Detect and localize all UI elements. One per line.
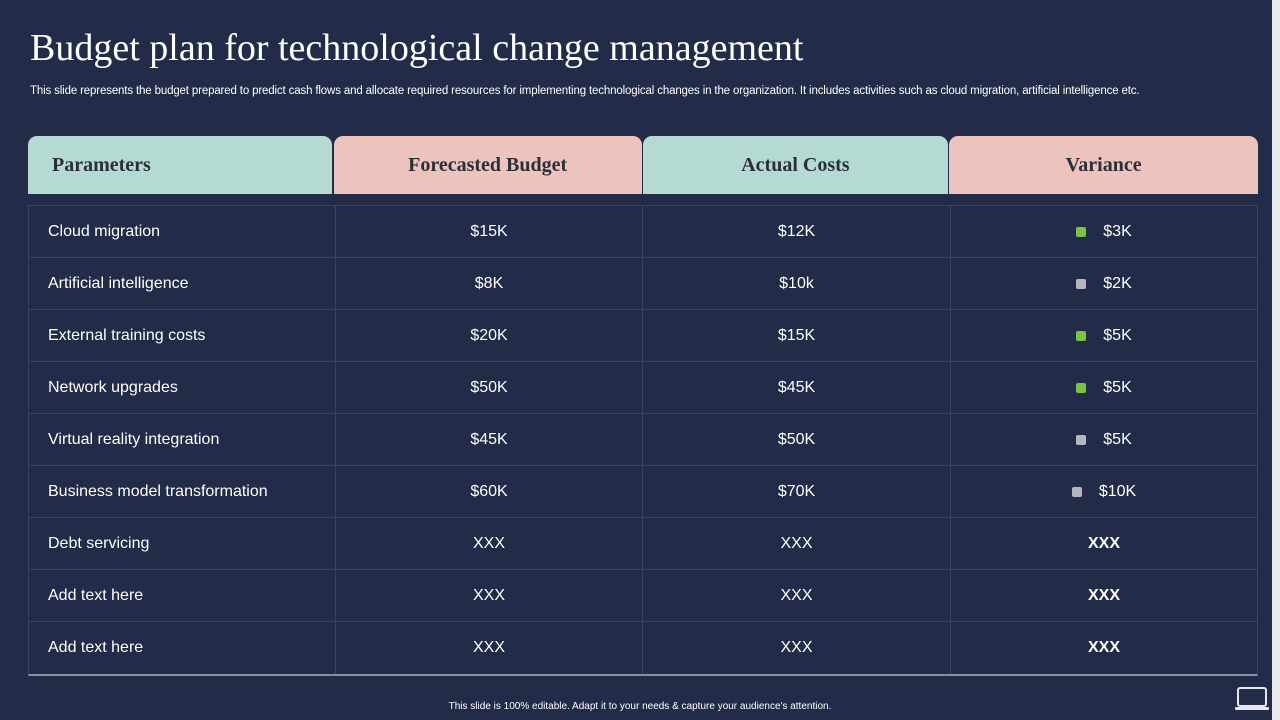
table-row: Debt servicing XXX XXX XXX xyxy=(29,518,1257,570)
parameter-cell: Debt servicing xyxy=(29,518,336,569)
table-row: Virtual reality integration $45K $50K $5K xyxy=(29,414,1257,466)
status-marker-icon xyxy=(1076,330,1087,341)
variance-cell: $10K xyxy=(951,466,1257,517)
forecast-cell: XXX xyxy=(336,622,643,674)
variance-cell: XXX xyxy=(951,622,1257,674)
variance-value: XXX xyxy=(1087,586,1120,604)
variance-value: XXX xyxy=(1087,534,1120,552)
forecast-cell: XXX xyxy=(336,518,643,569)
actual-cell: $10k xyxy=(643,258,951,309)
status-marker-icon xyxy=(1076,382,1087,393)
forecast-cell: $50K xyxy=(336,362,643,413)
budget-table: Parameters Forecasted Budget Actual Cost… xyxy=(28,136,1259,676)
status-marker-icon xyxy=(1076,434,1087,445)
status-marker-icon xyxy=(1076,278,1087,289)
variance-wrap: $5K xyxy=(1076,430,1132,449)
parameter-cell: Cloud migration xyxy=(29,206,336,257)
variance-wrap: $10K xyxy=(1071,482,1137,501)
table-body: Cloud migration $15K $12K $3K Artificial int… xyxy=(28,205,1258,676)
variance-wrap: XXX xyxy=(1088,535,1120,553)
forecast-cell: XXX xyxy=(336,570,643,621)
slide-subtitle: This slide represents the budget prepare… xyxy=(30,85,1140,97)
forecast-cell: $60K xyxy=(336,466,643,517)
variance-wrap: $2K xyxy=(1076,274,1132,293)
forecast-cell: $20K xyxy=(336,310,643,361)
status-marker-icon xyxy=(1071,486,1082,497)
variance-wrap: $5K xyxy=(1076,326,1132,345)
parameter-cell: Network upgrades xyxy=(29,362,336,413)
variance-wrap: $5K xyxy=(1076,378,1132,397)
header-forecasted-budget: Forecasted Budget xyxy=(333,136,642,194)
forecast-cell: $8K xyxy=(336,258,643,309)
slide-title: Budget plan for technological change man… xyxy=(30,27,804,69)
variance-value: $5K xyxy=(1103,378,1132,396)
actual-cell: XXX xyxy=(643,518,951,569)
parameter-cell: External training costs xyxy=(29,310,336,361)
forecast-cell: $45K xyxy=(336,414,643,465)
actual-cell: XXX xyxy=(643,622,951,674)
variance-cell: $5K xyxy=(951,414,1257,465)
variance-cell: $2K xyxy=(951,258,1257,309)
header-variance: Variance xyxy=(949,136,1259,194)
table-row: External training costs $20K $15K $5K xyxy=(29,310,1257,362)
parameter-cell: Virtual reality integration xyxy=(29,414,336,465)
footer-note: This slide is 100% editable. Adapt it to… xyxy=(448,701,832,712)
variance-value: $10K xyxy=(1098,482,1137,500)
variance-value: XXX xyxy=(1087,639,1120,656)
parameter-cell: Add text here xyxy=(29,570,336,621)
actual-cell: $45K xyxy=(643,362,951,413)
parameter-cell: Add text here xyxy=(29,622,336,674)
actual-cell: $15K xyxy=(643,310,951,361)
table-header-row: Parameters Forecasted Budget Actual Cost… xyxy=(28,136,1259,194)
variance-value: $5K xyxy=(1103,430,1132,448)
table-row: Cloud migration $15K $12K $3K xyxy=(29,206,1257,258)
actual-cell: XXX xyxy=(643,570,951,621)
table-row: Network upgrades $50K $45K $5K xyxy=(29,362,1257,414)
variance-value: $3K xyxy=(1103,222,1132,240)
table-row: Business model transformation $60K $70K $10… xyxy=(29,466,1257,518)
actual-cell: $50K xyxy=(643,414,951,465)
table-row: Add text here XXX XXX XXX xyxy=(29,570,1257,622)
table-row: Add text here XXX XXX XXX xyxy=(29,622,1257,674)
variance-wrap: XXX xyxy=(1088,639,1120,657)
actual-cell: $12K xyxy=(643,206,951,257)
variance-value: $5K xyxy=(1103,326,1132,344)
parameter-cell: Artificial intelligence xyxy=(29,258,336,309)
right-edge-strip xyxy=(1272,0,1280,720)
variance-cell: $5K xyxy=(951,310,1257,361)
variance-cell: XXX xyxy=(951,518,1257,569)
header-parameters: Parameters xyxy=(28,136,332,194)
variance-cell: $3K xyxy=(951,206,1257,257)
variance-cell: XXX xyxy=(951,570,1257,621)
variance-wrap: $3K xyxy=(1076,222,1132,241)
table-row: Artificial intelligence $8K $10k $2K xyxy=(29,258,1257,310)
forecast-cell: $15K xyxy=(336,206,643,257)
parameter-cell: Business model transformation xyxy=(29,466,336,517)
actual-cell: $70K xyxy=(643,466,951,517)
header-actual-costs: Actual Costs xyxy=(642,136,949,194)
variance-cell: $5K xyxy=(951,362,1257,413)
status-marker-icon xyxy=(1076,226,1087,237)
screen-icon xyxy=(1235,687,1269,710)
variance-value: $2K xyxy=(1103,274,1132,292)
variance-wrap: XXX xyxy=(1088,587,1120,605)
